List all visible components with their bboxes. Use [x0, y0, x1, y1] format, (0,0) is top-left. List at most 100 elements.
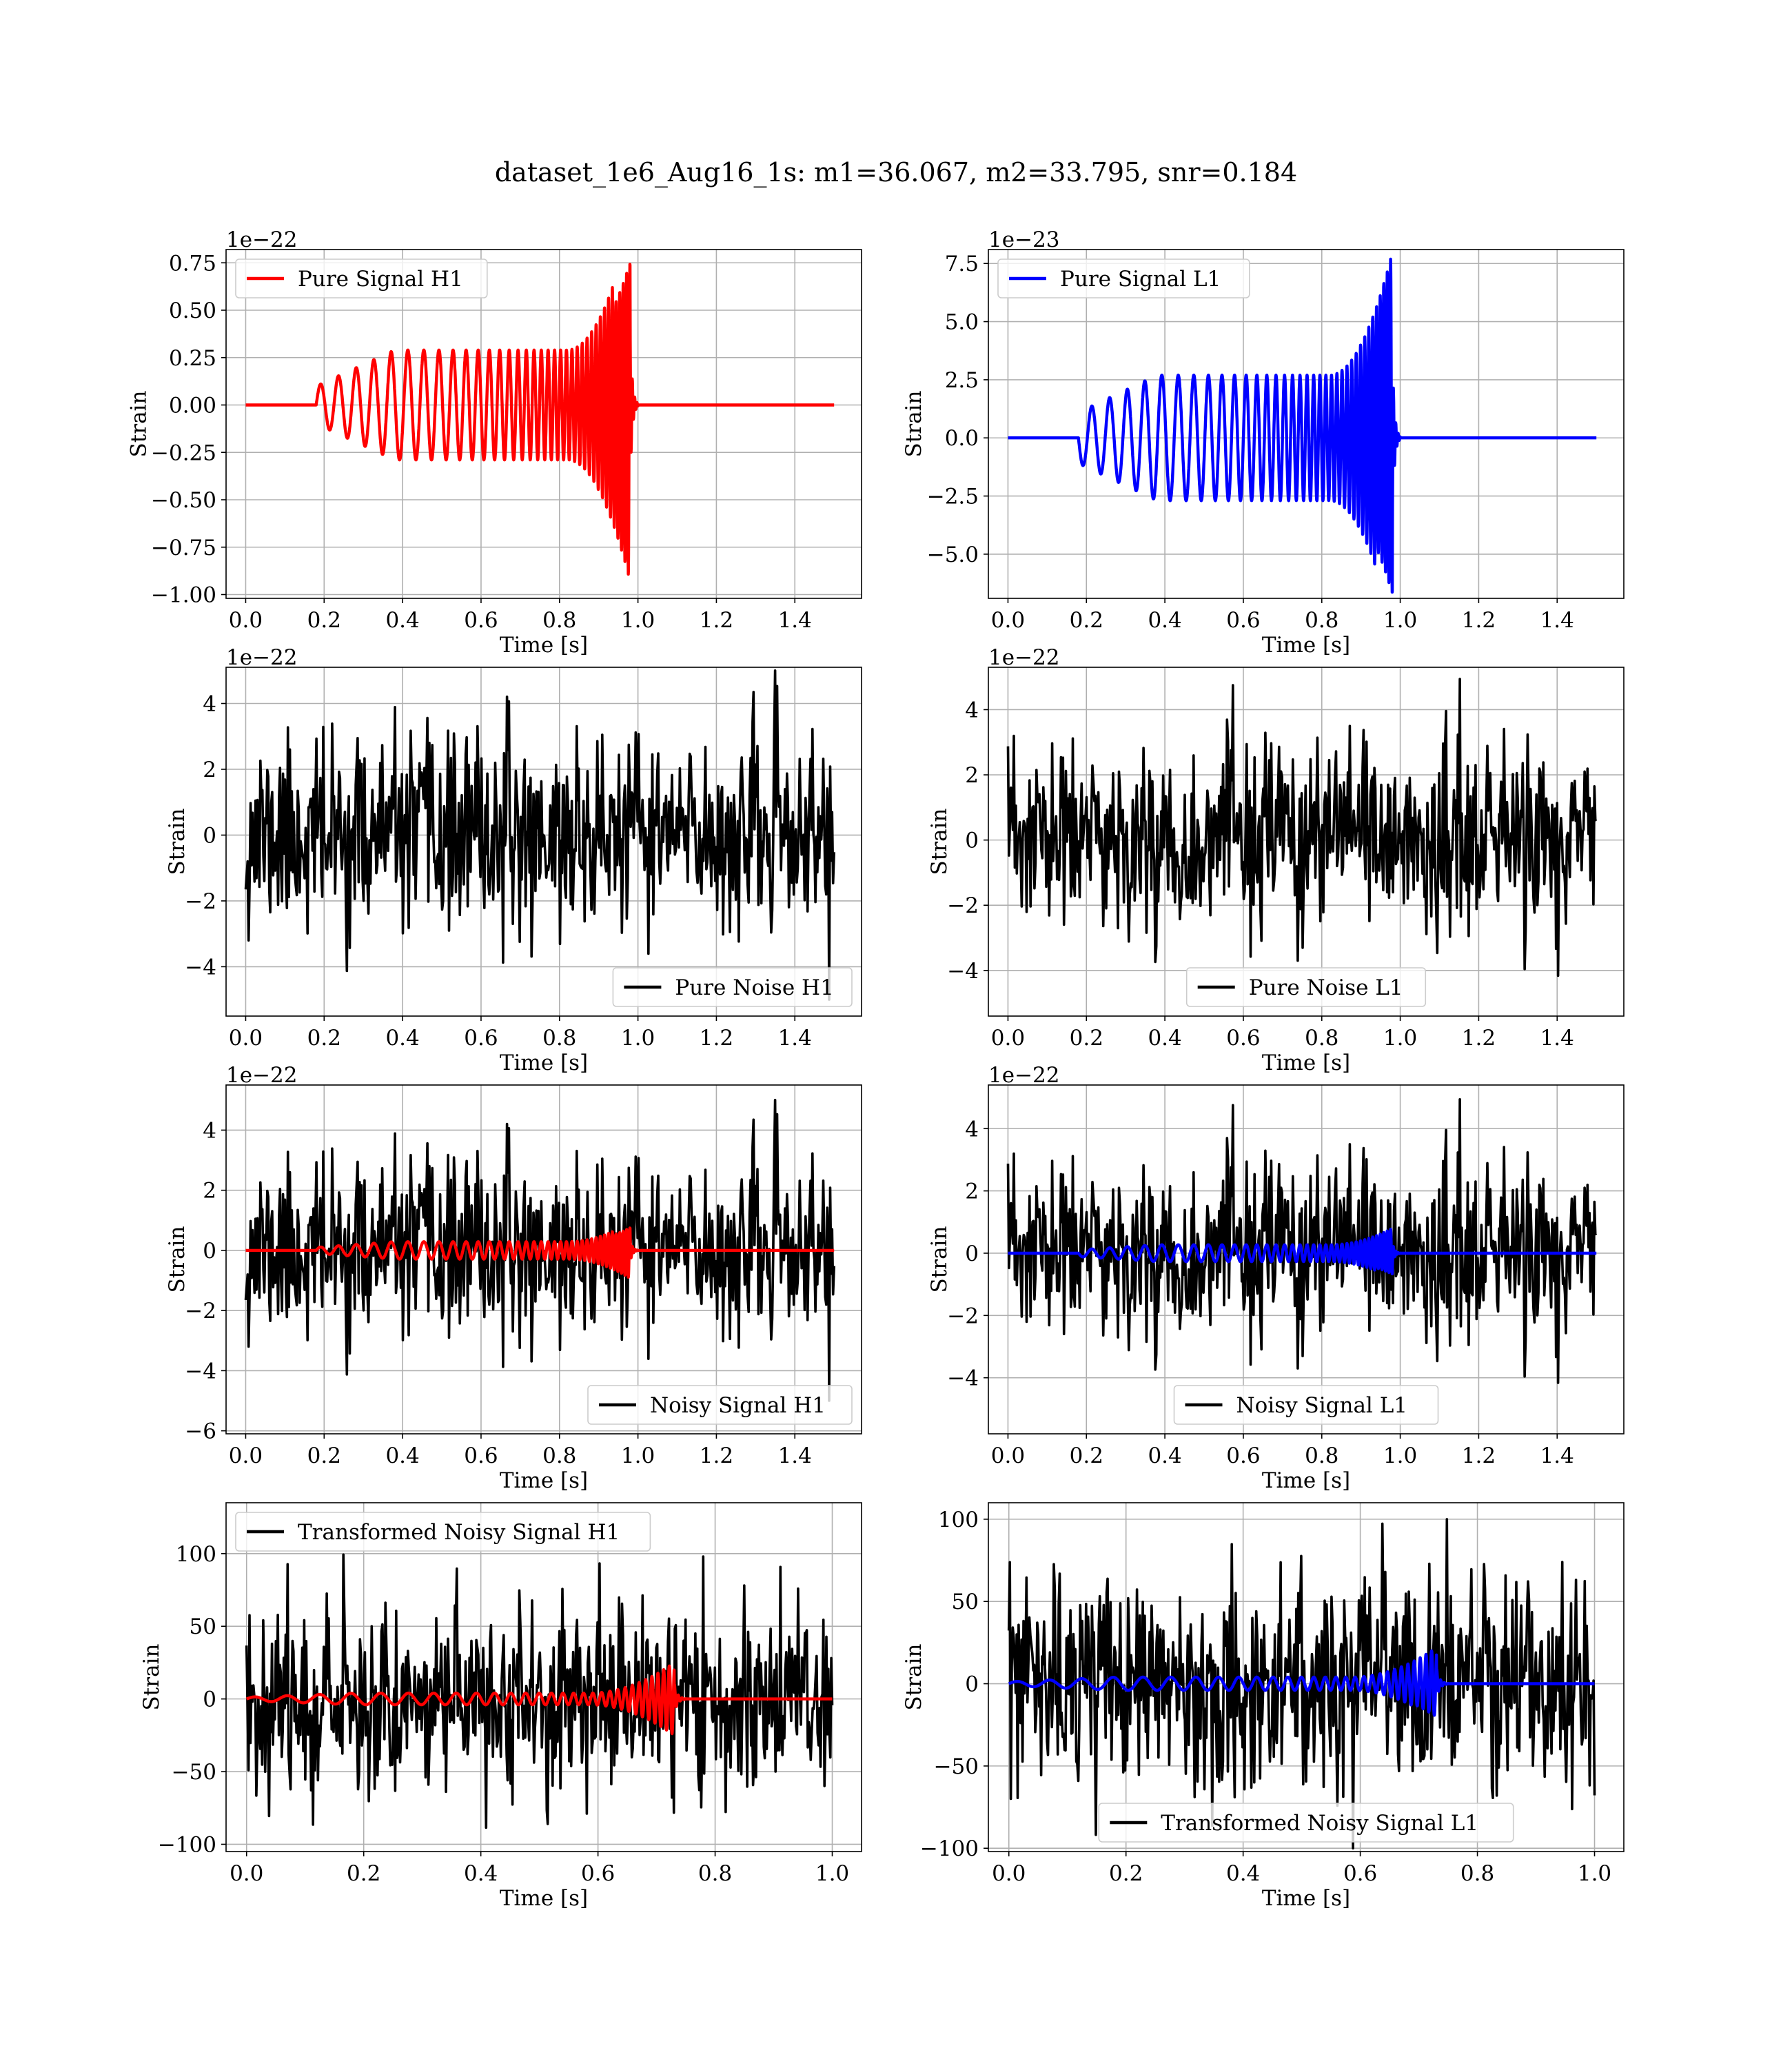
- y-tick-label: 0: [203, 1687, 216, 1712]
- y-tick-label: 0.75: [169, 251, 216, 276]
- y-tick-label: −4: [947, 959, 979, 984]
- y-tick-label: 0.50: [169, 298, 216, 323]
- plot-area: [1006, 1098, 1598, 1384]
- y-tick-label: 0: [203, 823, 216, 848]
- x-tick-label: 0.2: [1109, 1861, 1143, 1886]
- x-tick-label: 0.8: [1305, 1443, 1338, 1468]
- x-tick-label: 0.4: [385, 608, 419, 633]
- axis-offset-text: 1e−22: [226, 227, 298, 252]
- axis-offset-text: 1e−22: [988, 645, 1060, 670]
- plot-area: [244, 1099, 836, 1402]
- legend-box: [587, 1385, 853, 1425]
- y-tick-label: 0: [965, 1241, 979, 1266]
- y-tick-label: −2: [947, 1304, 979, 1328]
- x-tick-label: 1.0: [1383, 1443, 1417, 1468]
- legend-label: Transformed Noisy Signal H1: [298, 1520, 620, 1545]
- plot-area: [244, 263, 836, 576]
- series-line-pure-noise-l1: [1006, 678, 1598, 977]
- y-axis-label: Strain: [165, 809, 190, 875]
- axes-frame: [988, 1502, 1625, 1852]
- x-tick-label: 1.0: [621, 608, 655, 633]
- series-line-noisy-signal-l1-1: [1006, 1228, 1598, 1276]
- legend-label: Pure Noise H1: [675, 975, 833, 1000]
- y-tick-label: −100: [158, 1832, 216, 1857]
- x-tick-label: 0.6: [1226, 1443, 1260, 1468]
- x-axis-label: Time [s]: [500, 1051, 588, 1075]
- legend-label: Transformed Noisy Signal L1: [1161, 1811, 1478, 1836]
- y-tick-label: 2: [203, 1179, 216, 1204]
- subplot-transformed-h1: 0.0 0.2 0.4 0.6 0.8 1.0 −100 −50 0 50 100 Time [s] S…: [139, 1502, 862, 1911]
- x-tick-label: 0.8: [542, 1026, 576, 1051]
- x-tick-label: 1.0: [815, 1861, 849, 1886]
- y-tick-label: 7.5: [945, 252, 979, 276]
- x-tick-label: 0.2: [347, 1861, 380, 1886]
- legend-label: Noisy Signal L1: [1236, 1393, 1408, 1418]
- series-line-pure-signal-l1: [1006, 257, 1598, 594]
- y-axis-label: Strain: [165, 1226, 190, 1293]
- y-axis-label: Strain: [139, 1644, 164, 1711]
- legend: Pure Noise L1: [1185, 967, 1427, 1007]
- x-axis-label: Time [s]: [1262, 1051, 1350, 1075]
- y-tick-label: 4: [203, 692, 216, 717]
- x-tick-label: 1.2: [700, 1026, 733, 1051]
- subplot-pure-signal-h1: 0.0 0.2 0.4 0.6 0.8 1.0 1.2 1.4 −1.00 −0.75 −0.50 −…: [127, 227, 862, 658]
- y-tick-label: −2.5: [927, 485, 979, 509]
- legend: Noisy Signal H1: [587, 1385, 853, 1425]
- legend: Transformed Noisy Signal L1: [1098, 1803, 1514, 1843]
- legend-box: [1098, 1803, 1514, 1843]
- x-axis-label: Time [s]: [1262, 1886, 1350, 1911]
- y-tick-label: 0: [965, 1672, 979, 1697]
- x-tick-label: 1.4: [778, 608, 812, 633]
- x-tick-label: 0.8: [542, 608, 576, 633]
- y-tick-label: −2: [947, 893, 979, 918]
- x-tick-label: 0.0: [991, 1443, 1025, 1468]
- x-tick-label: 0.4: [464, 1861, 498, 1886]
- axis-offset-text: 1e−22: [226, 645, 298, 670]
- legend-label: Noisy Signal H1: [650, 1393, 826, 1418]
- legend-label: Pure Signal H1: [298, 267, 463, 292]
- x-tick-label: 0.0: [229, 1026, 263, 1051]
- y-tick-label: 5.0: [945, 310, 979, 335]
- x-tick-label: 0.0: [992, 1861, 1026, 1886]
- subplot-noisy-signal-l1: 0.0 0.2 0.4 0.6 0.8 1.0 1.2 1.4 −4 −2 0 2 4 Time [s] S…: [927, 1063, 1625, 1493]
- grid: [226, 250, 862, 598]
- y-tick-label: −4: [185, 1359, 216, 1383]
- axes-frame: [225, 667, 862, 1017]
- x-axis-label: Time [s]: [500, 1468, 588, 1493]
- y-tick-label: −4: [185, 955, 216, 980]
- x-tick-label: 1.2: [700, 1443, 733, 1468]
- x-tick-label: 0.8: [1305, 608, 1338, 633]
- plot-area: [1006, 678, 1598, 977]
- axis-offset-text: 1e−22: [226, 1063, 298, 1088]
- y-tick-label: 0: [965, 829, 979, 853]
- legend-box: [235, 1512, 651, 1552]
- x-tick-label: 1.0: [1383, 608, 1417, 633]
- x-tick-label: 1.4: [1540, 1026, 1574, 1051]
- y-axis-label: Strain: [927, 1226, 952, 1293]
- plot-area: [245, 1553, 834, 1829]
- y-tick-label: 0.25: [169, 346, 216, 371]
- y-tick-label: −6: [185, 1419, 216, 1444]
- series-line-pure-noise-h1: [244, 669, 835, 1001]
- y-tick-label: −2: [185, 889, 216, 914]
- legend-box: [612, 967, 853, 1007]
- y-tick-label: 2.5: [945, 368, 979, 393]
- x-axis-label: Time [s]: [1262, 1468, 1350, 1493]
- x-tick-label: 0.2: [1070, 1443, 1103, 1468]
- legend: Noisy Signal L1: [1173, 1385, 1439, 1425]
- axes-frame: [225, 1502, 862, 1852]
- x-tick-label: 1.0: [621, 1443, 655, 1468]
- y-tick-label: −1.00: [151, 583, 216, 608]
- legend: Pure Noise H1: [612, 967, 853, 1007]
- x-axis-label: Time [s]: [500, 633, 588, 658]
- legend: Transformed Noisy Signal H1: [235, 1512, 651, 1552]
- x-tick-label: 0.6: [1343, 1861, 1377, 1886]
- y-tick-label: 4: [965, 698, 979, 722]
- legend-label: Pure Signal L1: [1060, 267, 1221, 292]
- y-tick-label: 4: [965, 1117, 979, 1142]
- legend: Pure Signal H1: [235, 258, 488, 298]
- axes-frame: [988, 1084, 1625, 1435]
- x-tick-label: 0.0: [229, 1443, 263, 1468]
- y-axis-label: Strain: [927, 809, 952, 875]
